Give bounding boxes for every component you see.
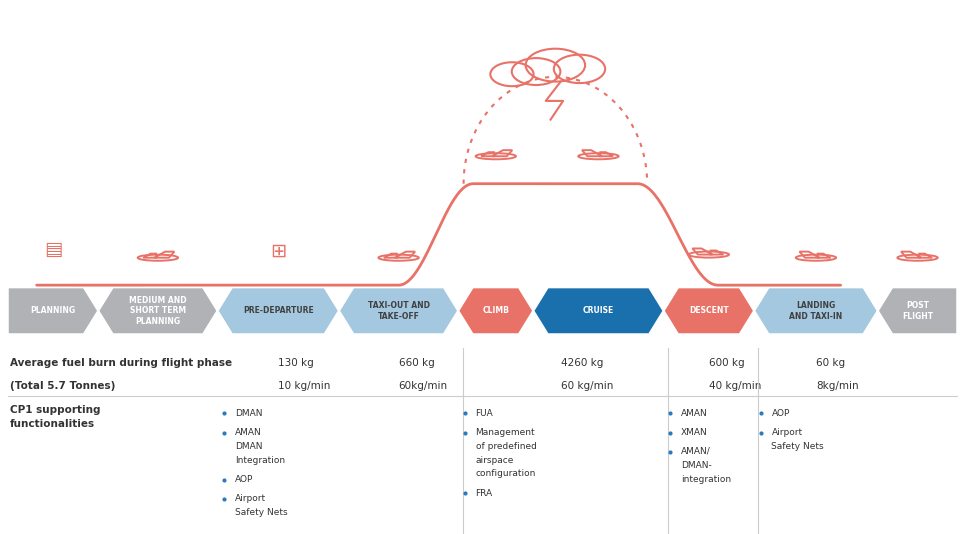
Text: DMAN-: DMAN- (681, 461, 712, 470)
Text: DESCENT: DESCENT (689, 307, 729, 315)
Text: LANDING
AND TAXI-IN: LANDING AND TAXI-IN (789, 301, 842, 320)
Text: Airport: Airport (234, 494, 266, 503)
Text: ⊞: ⊞ (270, 242, 287, 261)
Polygon shape (217, 287, 339, 334)
Polygon shape (339, 287, 458, 334)
Text: 600 kg: 600 kg (709, 358, 744, 368)
Text: TAXI-OUT AND
TAKE-OFF: TAXI-OUT AND TAKE-OFF (368, 301, 429, 320)
Text: MEDIUM AND
SHORT TERM
PLANNING: MEDIUM AND SHORT TERM PLANNING (129, 295, 186, 326)
Text: FRA: FRA (476, 489, 493, 498)
Text: 60kg/min: 60kg/min (399, 381, 448, 391)
Text: DMAN: DMAN (234, 409, 262, 418)
Text: PLANNING: PLANNING (31, 307, 75, 315)
Text: 130 kg: 130 kg (278, 358, 314, 368)
Text: 4260 kg: 4260 kg (561, 358, 603, 368)
Text: 40 kg/min: 40 kg/min (709, 381, 761, 391)
Text: AMAN: AMAN (681, 409, 707, 418)
Text: Average fuel burn during flight phase: Average fuel burn during flight phase (10, 358, 232, 368)
Polygon shape (534, 287, 664, 334)
Text: XMAN: XMAN (681, 428, 707, 437)
Text: 60 kg: 60 kg (816, 358, 845, 368)
Polygon shape (98, 287, 217, 334)
Text: configuration: configuration (476, 469, 536, 478)
Text: Integration: Integration (234, 456, 285, 465)
Text: FUA: FUA (476, 409, 493, 418)
Polygon shape (8, 287, 98, 334)
Text: DMAN: DMAN (234, 442, 262, 451)
Text: 660 kg: 660 kg (399, 358, 434, 368)
Polygon shape (754, 287, 878, 334)
Polygon shape (664, 287, 754, 334)
Text: integration: integration (681, 475, 731, 484)
Text: 10 kg/min: 10 kg/min (278, 381, 331, 391)
Text: CP1 supporting
functionalities: CP1 supporting functionalities (10, 405, 100, 428)
Text: AMAN/: AMAN/ (681, 447, 710, 456)
Text: Safety Nets: Safety Nets (234, 508, 288, 517)
Text: of predefined: of predefined (476, 442, 537, 451)
Text: POST
FLIGHT: POST FLIGHT (902, 301, 933, 320)
Text: PRE-DEPARTURE: PRE-DEPARTURE (243, 307, 314, 315)
Text: 8kg/min: 8kg/min (816, 381, 859, 391)
Text: ▤: ▤ (43, 239, 62, 258)
Text: 60 kg/min: 60 kg/min (561, 381, 614, 391)
Text: Airport: Airport (771, 428, 803, 437)
Text: AOP: AOP (771, 409, 790, 418)
Polygon shape (458, 287, 534, 334)
Text: CRUISE: CRUISE (583, 307, 614, 315)
Polygon shape (878, 287, 957, 334)
Text: AMAN: AMAN (234, 428, 262, 437)
Text: (Total 5.7 Tonnes): (Total 5.7 Tonnes) (10, 381, 115, 391)
Text: ⛈: ⛈ (545, 33, 565, 66)
Text: Safety Nets: Safety Nets (771, 442, 824, 451)
Text: airspace: airspace (476, 456, 514, 465)
Text: CLIMB: CLIMB (482, 307, 510, 315)
Text: Management: Management (476, 428, 536, 437)
Text: AOP: AOP (234, 475, 253, 484)
